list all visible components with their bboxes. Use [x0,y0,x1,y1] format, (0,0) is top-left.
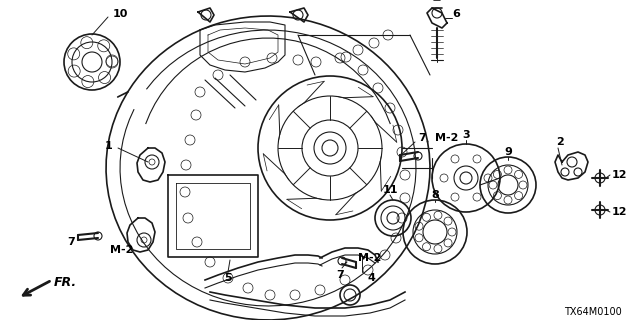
Text: M-2: M-2 [358,253,381,263]
Text: FR.: FR. [54,276,77,289]
Text: 12: 12 [612,207,627,217]
Text: 7: 7 [418,133,426,143]
Text: M-2: M-2 [435,133,458,143]
Text: 6: 6 [452,9,460,19]
Text: 1: 1 [104,141,112,151]
Text: 5: 5 [224,273,232,283]
Text: 7: 7 [336,270,344,280]
Text: 2: 2 [556,137,564,147]
Text: M-2: M-2 [110,245,133,255]
Text: 4: 4 [368,273,376,283]
Text: TX64M0100: TX64M0100 [564,307,622,317]
Text: 12: 12 [612,170,627,180]
Text: 9: 9 [504,147,512,157]
Text: 3: 3 [462,130,470,140]
Text: 11: 11 [382,185,397,195]
Text: 8: 8 [431,190,439,200]
Text: 10: 10 [113,9,129,19]
Text: 7: 7 [67,237,75,247]
